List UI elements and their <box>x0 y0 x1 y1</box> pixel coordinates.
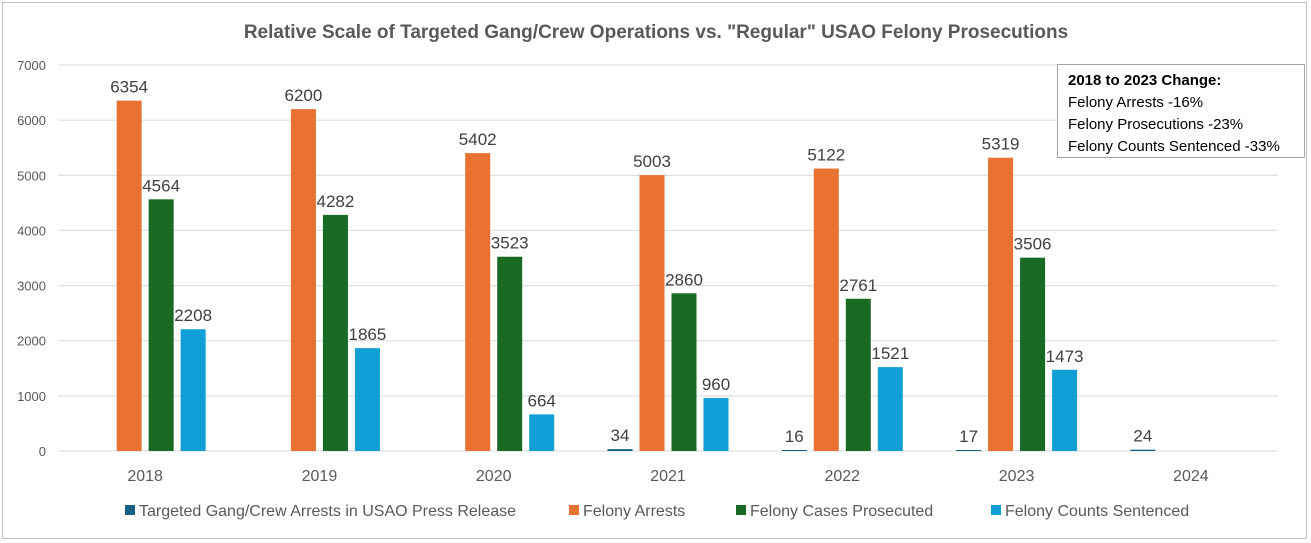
data-label: 5319 <box>982 135 1020 154</box>
y-tick-label: 7000 <box>17 58 46 73</box>
y-tick-label: 1000 <box>17 389 46 404</box>
change-summary-prosecutions: Felony Prosecutions -23% <box>1068 116 1244 133</box>
data-label: 3523 <box>491 234 529 253</box>
data-label: 3506 <box>1014 235 1052 254</box>
bar <box>671 293 697 451</box>
change-summary-arrests: Felony Arrests -16% <box>1068 94 1204 111</box>
bar <box>956 450 982 451</box>
bar <box>116 100 142 451</box>
x-tick-label: 2020 <box>476 468 512 485</box>
data-label: 1865 <box>349 325 387 344</box>
x-tick-label: 2019 <box>302 468 338 485</box>
data-label: 1521 <box>871 344 909 363</box>
data-label: 2761 <box>839 276 877 295</box>
data-label: 5122 <box>807 146 845 165</box>
change-summary-heading: 2018 to 2023 Change: <box>1068 72 1222 89</box>
bar <box>845 298 871 451</box>
bar <box>465 153 491 451</box>
bar <box>180 329 206 451</box>
y-axis: 0 1000 2000 3000 4000 5000 6000 7000 <box>17 58 46 459</box>
data-label: 16 <box>785 427 804 446</box>
bar <box>877 367 903 451</box>
data-label: 4282 <box>317 192 355 211</box>
data-label: 17 <box>959 427 978 446</box>
data-label: 5003 <box>633 152 671 171</box>
bar <box>1020 257 1046 451</box>
bar <box>354 348 380 451</box>
bar <box>148 199 174 451</box>
y-tick-label: 6000 <box>17 113 46 128</box>
x-tick-label: 2021 <box>650 468 686 485</box>
data-label: 1473 <box>1046 347 1084 366</box>
bar <box>607 449 633 451</box>
data-label: 24 <box>1133 427 1152 446</box>
y-tick-label: 3000 <box>17 279 46 294</box>
change-summary-box: 2018 to 2023 Change: Felony Arrests -16%… <box>1057 64 1305 158</box>
bar <box>322 214 348 451</box>
data-label: 4564 <box>142 176 180 195</box>
x-tick-label: 2018 <box>127 468 163 485</box>
y-tick-label: 5000 <box>17 168 46 183</box>
bar <box>781 450 807 451</box>
data-label: 960 <box>702 375 730 394</box>
data-label: 2860 <box>665 270 703 289</box>
bar <box>1052 369 1078 451</box>
legend-label: Felony Counts Sentenced <box>1005 503 1189 520</box>
chart-title: Relative Scale of Targeted Gang/Crew Ope… <box>244 22 1068 43</box>
data-label: 5402 <box>459 130 497 149</box>
x-tick-label: 2023 <box>999 468 1035 485</box>
y-tick-label: 4000 <box>17 223 46 238</box>
data-label: 664 <box>528 391 556 410</box>
bars: 6354 4564 2208 6200 4282 1865 5402 3523 664 34 500… <box>110 78 1156 452</box>
bar <box>639 175 665 451</box>
legend-label: Targeted Gang/Crew Arrests in USAO Press… <box>139 503 516 520</box>
legend-swatch <box>569 505 579 515</box>
bar <box>497 256 523 451</box>
bar <box>703 398 729 451</box>
bar <box>290 109 316 451</box>
y-tick-label: 0 <box>39 444 46 459</box>
data-label: 6354 <box>110 78 148 97</box>
legend-label: Felony Cases Prosecuted <box>750 503 933 520</box>
legend: Targeted Gang/Crew Arrests in USAO Press… <box>125 503 1189 520</box>
data-label: 6200 <box>285 86 323 105</box>
bar <box>813 168 839 451</box>
x-axis: 2018 2019 2020 2021 2022 2023 2024 <box>127 468 1208 485</box>
y-tick-label: 2000 <box>17 334 46 349</box>
bar <box>529 414 555 451</box>
data-label: 34 <box>611 426 630 445</box>
x-tick-label: 2022 <box>824 468 860 485</box>
bar <box>988 157 1014 452</box>
change-summary-sentenced: Felony Counts Sentenced -33% <box>1068 138 1280 155</box>
legend-swatch <box>125 505 135 515</box>
data-label: 2208 <box>174 306 212 325</box>
legend-swatch <box>991 505 1001 515</box>
bar <box>1130 449 1156 451</box>
legend-label: Felony Arrests <box>583 503 685 520</box>
legend-swatch <box>736 505 746 515</box>
x-tick-label: 2024 <box>1173 468 1209 485</box>
